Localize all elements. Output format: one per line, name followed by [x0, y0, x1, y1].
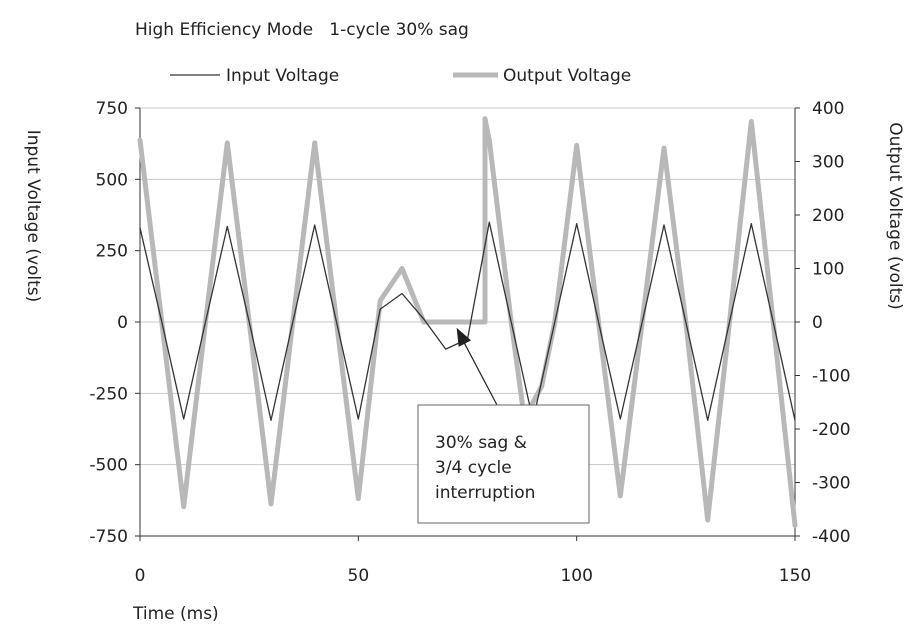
legend: Input Voltage Output Voltage: [170, 66, 631, 86]
y-tick-label-right-2: 200: [812, 206, 844, 226]
x-tick-label-3: 150: [779, 566, 811, 586]
annotation-line-2: 3/4 cycle: [435, 458, 512, 478]
chart-title: High Efficiency Mode 1-cycle 30% sag: [135, 20, 469, 40]
y-tick-label-right-6: -200: [812, 420, 851, 440]
legend-label-input-voltage: Input Voltage: [226, 66, 339, 86]
y-tick-label-left-2: 250: [96, 242, 128, 262]
annotation-leader-line: [462, 339, 498, 406]
y-tick-label-right-0: 400: [812, 99, 844, 119]
y-tick-label-left-5: -500: [89, 456, 128, 476]
x-axis-label: Time (ms): [132, 604, 219, 624]
y-tick-label-right-3: 100: [812, 260, 844, 280]
series-line-output-voltage: [137, 116, 798, 528]
annotation: 30% sag & 3/4 cycle interruption: [417, 327, 590, 524]
annotation-line-3: interruption: [435, 483, 535, 503]
y-tick-label-right-8: -400: [812, 527, 851, 547]
y-axis-label-left: Input Voltage (volts): [23, 130, 43, 303]
annotation-line-1: 30% sag &: [435, 433, 527, 453]
axes: [135, 107, 800, 541]
tick-labels: 7505002500-250-500-7504003002001000-100-…: [89, 99, 850, 586]
legend-label-output-voltage: Output Voltage: [503, 66, 631, 86]
y-tick-label-right-1: 300: [812, 153, 844, 173]
y-tick-label-right-4: 0: [812, 313, 823, 333]
y-tick-label-right-5: -100: [812, 367, 851, 387]
y-tick-label-right-7: -300: [812, 474, 851, 494]
y-tick-label-left-4: -250: [89, 384, 128, 404]
annotation-box: [417, 404, 590, 524]
y-tick-label-left-1: 500: [96, 170, 128, 190]
y-axis-label-right: Output Voltage (volts): [885, 122, 905, 310]
y-tick-label-left-3: 0: [117, 313, 128, 333]
y-tick-label-left-6: -750: [89, 527, 128, 547]
y-tick-label-left-0: 750: [96, 99, 128, 119]
x-tick-label-2: 100: [560, 566, 592, 586]
annotation-arrowhead: [456, 327, 472, 347]
x-tick-label-0: 0: [135, 566, 146, 586]
x-tick-label-1: 50: [348, 566, 370, 586]
